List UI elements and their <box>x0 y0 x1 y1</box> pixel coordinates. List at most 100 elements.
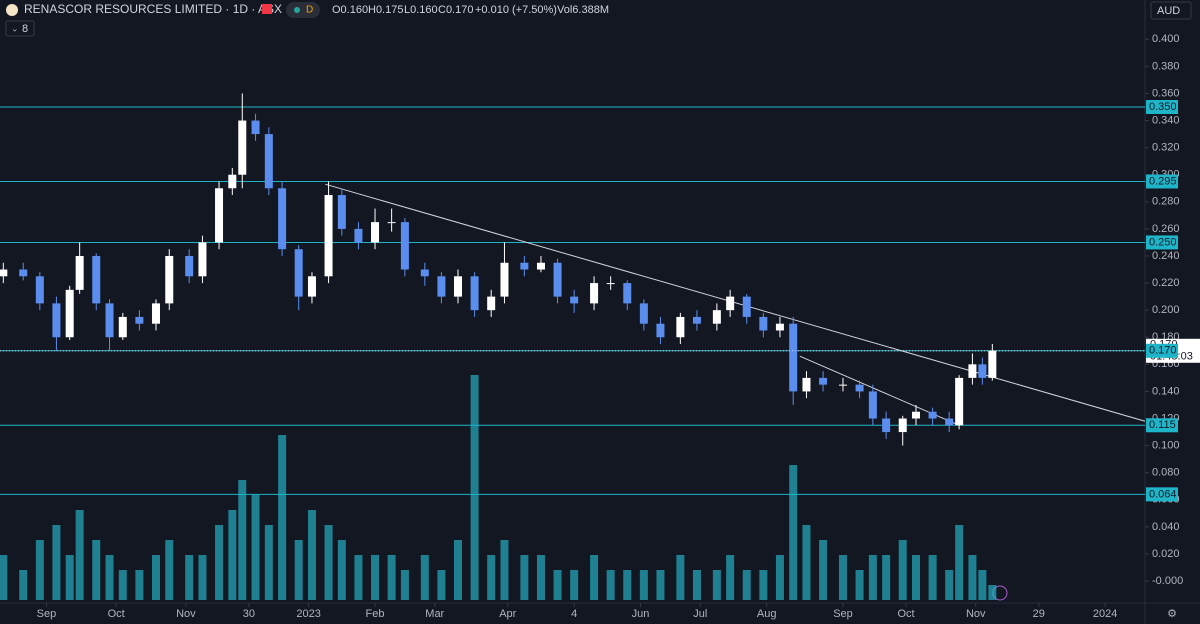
x-tick-label: 4 <box>571 608 577 620</box>
candle-body <box>882 418 891 433</box>
candle-body <box>726 296 735 311</box>
volume-bar <box>553 570 562 600</box>
x-tick-label: Nov <box>176 608 196 620</box>
candle-body <box>238 120 247 175</box>
y-tick-label: 0.080 <box>1152 467 1180 479</box>
volume-bar <box>118 570 127 600</box>
candle-body <box>676 316 685 338</box>
volume-bar <box>656 570 665 600</box>
volume-bar <box>759 570 768 600</box>
level-box <box>1146 99 1178 114</box>
candle-body <box>928 411 937 419</box>
candle-body <box>251 120 260 135</box>
level-label: 0.170 <box>1149 345 1177 357</box>
y-tick-label: 0.340 <box>1152 114 1180 126</box>
volume-bar <box>639 570 648 600</box>
volume-bar <box>75 510 84 600</box>
volume-bar <box>35 540 44 600</box>
currency-button[interactable] <box>1150 1 1192 20</box>
volume-bar <box>454 540 462 600</box>
level-box <box>1146 235 1178 250</box>
volume-bar <box>968 555 977 600</box>
x-tick-label: Apr <box>499 608 516 620</box>
settings-icon[interactable]: ⚙ <box>1167 608 1177 620</box>
volume-bar <box>487 555 496 600</box>
candle-body <box>35 276 44 304</box>
candle-body <box>371 222 380 243</box>
x-tick-label: 2023 <box>296 608 320 620</box>
status-dot <box>294 7 300 13</box>
indicator-toggle[interactable] <box>5 20 35 37</box>
candle-body <box>868 391 877 419</box>
candle-body <box>590 283 599 304</box>
ohlc-close: C0.170 <box>438 4 473 16</box>
status-pill <box>286 2 320 18</box>
candle-body <box>92 255 101 304</box>
volume-bar <box>371 555 380 600</box>
ohlc-high: H0.175 <box>368 4 403 16</box>
x-tick-label: Jun <box>632 608 650 620</box>
volume-bar <box>802 525 811 600</box>
x-tick-label: 30 <box>243 608 255 620</box>
candle-body <box>898 418 907 433</box>
volume-bar <box>912 555 920 600</box>
candle-body <box>978 364 987 378</box>
currency: AUD <box>1157 5 1180 17</box>
candle-body <box>487 296 496 311</box>
candle-body <box>656 323 665 338</box>
y-tick-label: 0.260 <box>1152 223 1180 235</box>
x-tick-label: Sep <box>37 608 57 620</box>
x-tick-label: Aug <box>757 608 777 620</box>
volume-bar <box>838 555 847 600</box>
candle-body <box>0 269 8 277</box>
candle-body <box>968 364 977 378</box>
volume-bar <box>676 555 685 600</box>
x-tick-label: Sep <box>833 608 853 620</box>
volume-bar <box>855 570 864 600</box>
candle-body <box>536 262 545 270</box>
volume-bar <box>354 555 363 600</box>
y-tick-label: 0.400 <box>1152 33 1180 45</box>
ohlc-volume: Vol6.388M <box>557 4 609 16</box>
candle-body <box>228 174 237 189</box>
chevron: ⌄ <box>11 23 19 33</box>
volume-bar <box>151 555 160 600</box>
plot: -0.0000.0200.0400.0600.0800.1000.1200.14… <box>0 33 1200 620</box>
volume-bar <box>470 375 479 600</box>
candle-body <box>324 195 333 277</box>
volume-bar <box>324 525 333 600</box>
x-tick-label: Nov <box>966 608 986 620</box>
volume-bar <box>590 555 599 600</box>
level-label: 0.250 <box>1149 236 1177 248</box>
candle-body <box>264 134 273 189</box>
volume-bar <box>65 555 74 600</box>
indicator-count: 8 <box>22 23 28 35</box>
volume-bar <box>238 480 247 600</box>
candle-body <box>838 384 847 386</box>
volume-bar <box>420 555 429 600</box>
y-tick-label: 0.100 <box>1152 440 1180 452</box>
volume-bar <box>278 435 287 600</box>
volume-bar <box>606 570 615 600</box>
volume-bar <box>92 540 101 600</box>
level-box <box>1146 418 1178 433</box>
y-tick-label: 0.280 <box>1152 196 1180 208</box>
volume-bar <box>19 570 28 600</box>
volume-bar <box>882 555 891 600</box>
candle-body <box>692 316 701 324</box>
flag-icon <box>262 4 272 14</box>
candle-body <box>387 222 396 224</box>
candle-body <box>135 316 144 324</box>
y-tick-label: 0.140 <box>1152 385 1180 397</box>
candle-body <box>912 411 920 419</box>
candle-body <box>553 262 562 297</box>
volume-bar <box>251 495 260 600</box>
candle-body <box>819 377 828 385</box>
trend-line <box>325 183 1146 422</box>
candle-body <box>198 242 207 277</box>
candle-body <box>278 188 287 250</box>
volume-bar <box>387 555 396 600</box>
volume-bar <box>135 570 144 600</box>
volume-bar <box>294 540 303 600</box>
